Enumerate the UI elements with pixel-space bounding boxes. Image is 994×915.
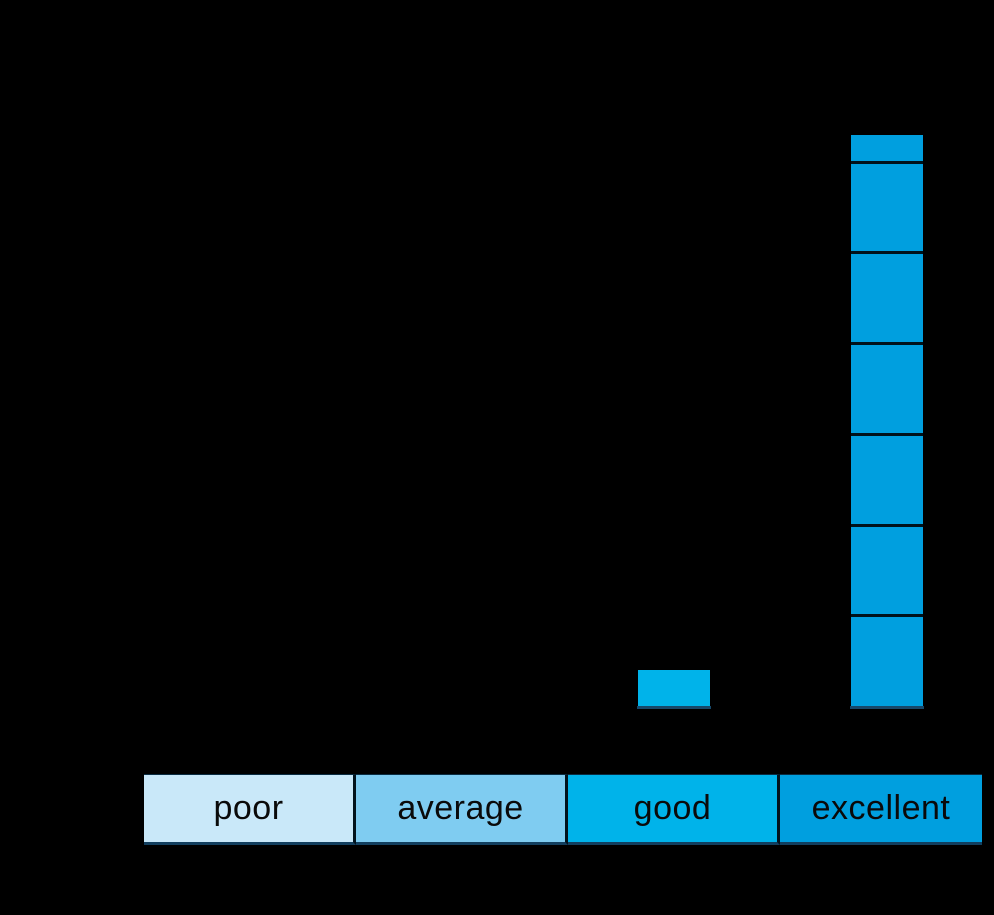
strip-cell-label: average	[397, 788, 524, 827]
unit-divider	[851, 251, 923, 254]
unit-divider	[851, 161, 923, 164]
strip-cell-label: good	[633, 788, 712, 827]
strip-cell-average: average	[356, 774, 568, 845]
strip-cell-label: excellent	[811, 788, 951, 827]
strip-cell-good: good	[568, 774, 780, 845]
unit-divider	[851, 433, 923, 436]
unit-divider	[851, 524, 923, 527]
strip-cell-label: poor	[213, 788, 284, 827]
bar-baseline-underline	[850, 706, 924, 709]
bar-baseline-underline	[637, 706, 711, 709]
strip-cell-poor: poor	[144, 774, 356, 845]
unit-divider	[851, 614, 923, 617]
bar-excellent	[851, 135, 923, 706]
strip-cell-excellent: excellent	[780, 774, 982, 845]
category-strip: poor average good excellent	[144, 774, 982, 845]
bar-good	[638, 670, 710, 706]
unit-divider	[851, 342, 923, 345]
